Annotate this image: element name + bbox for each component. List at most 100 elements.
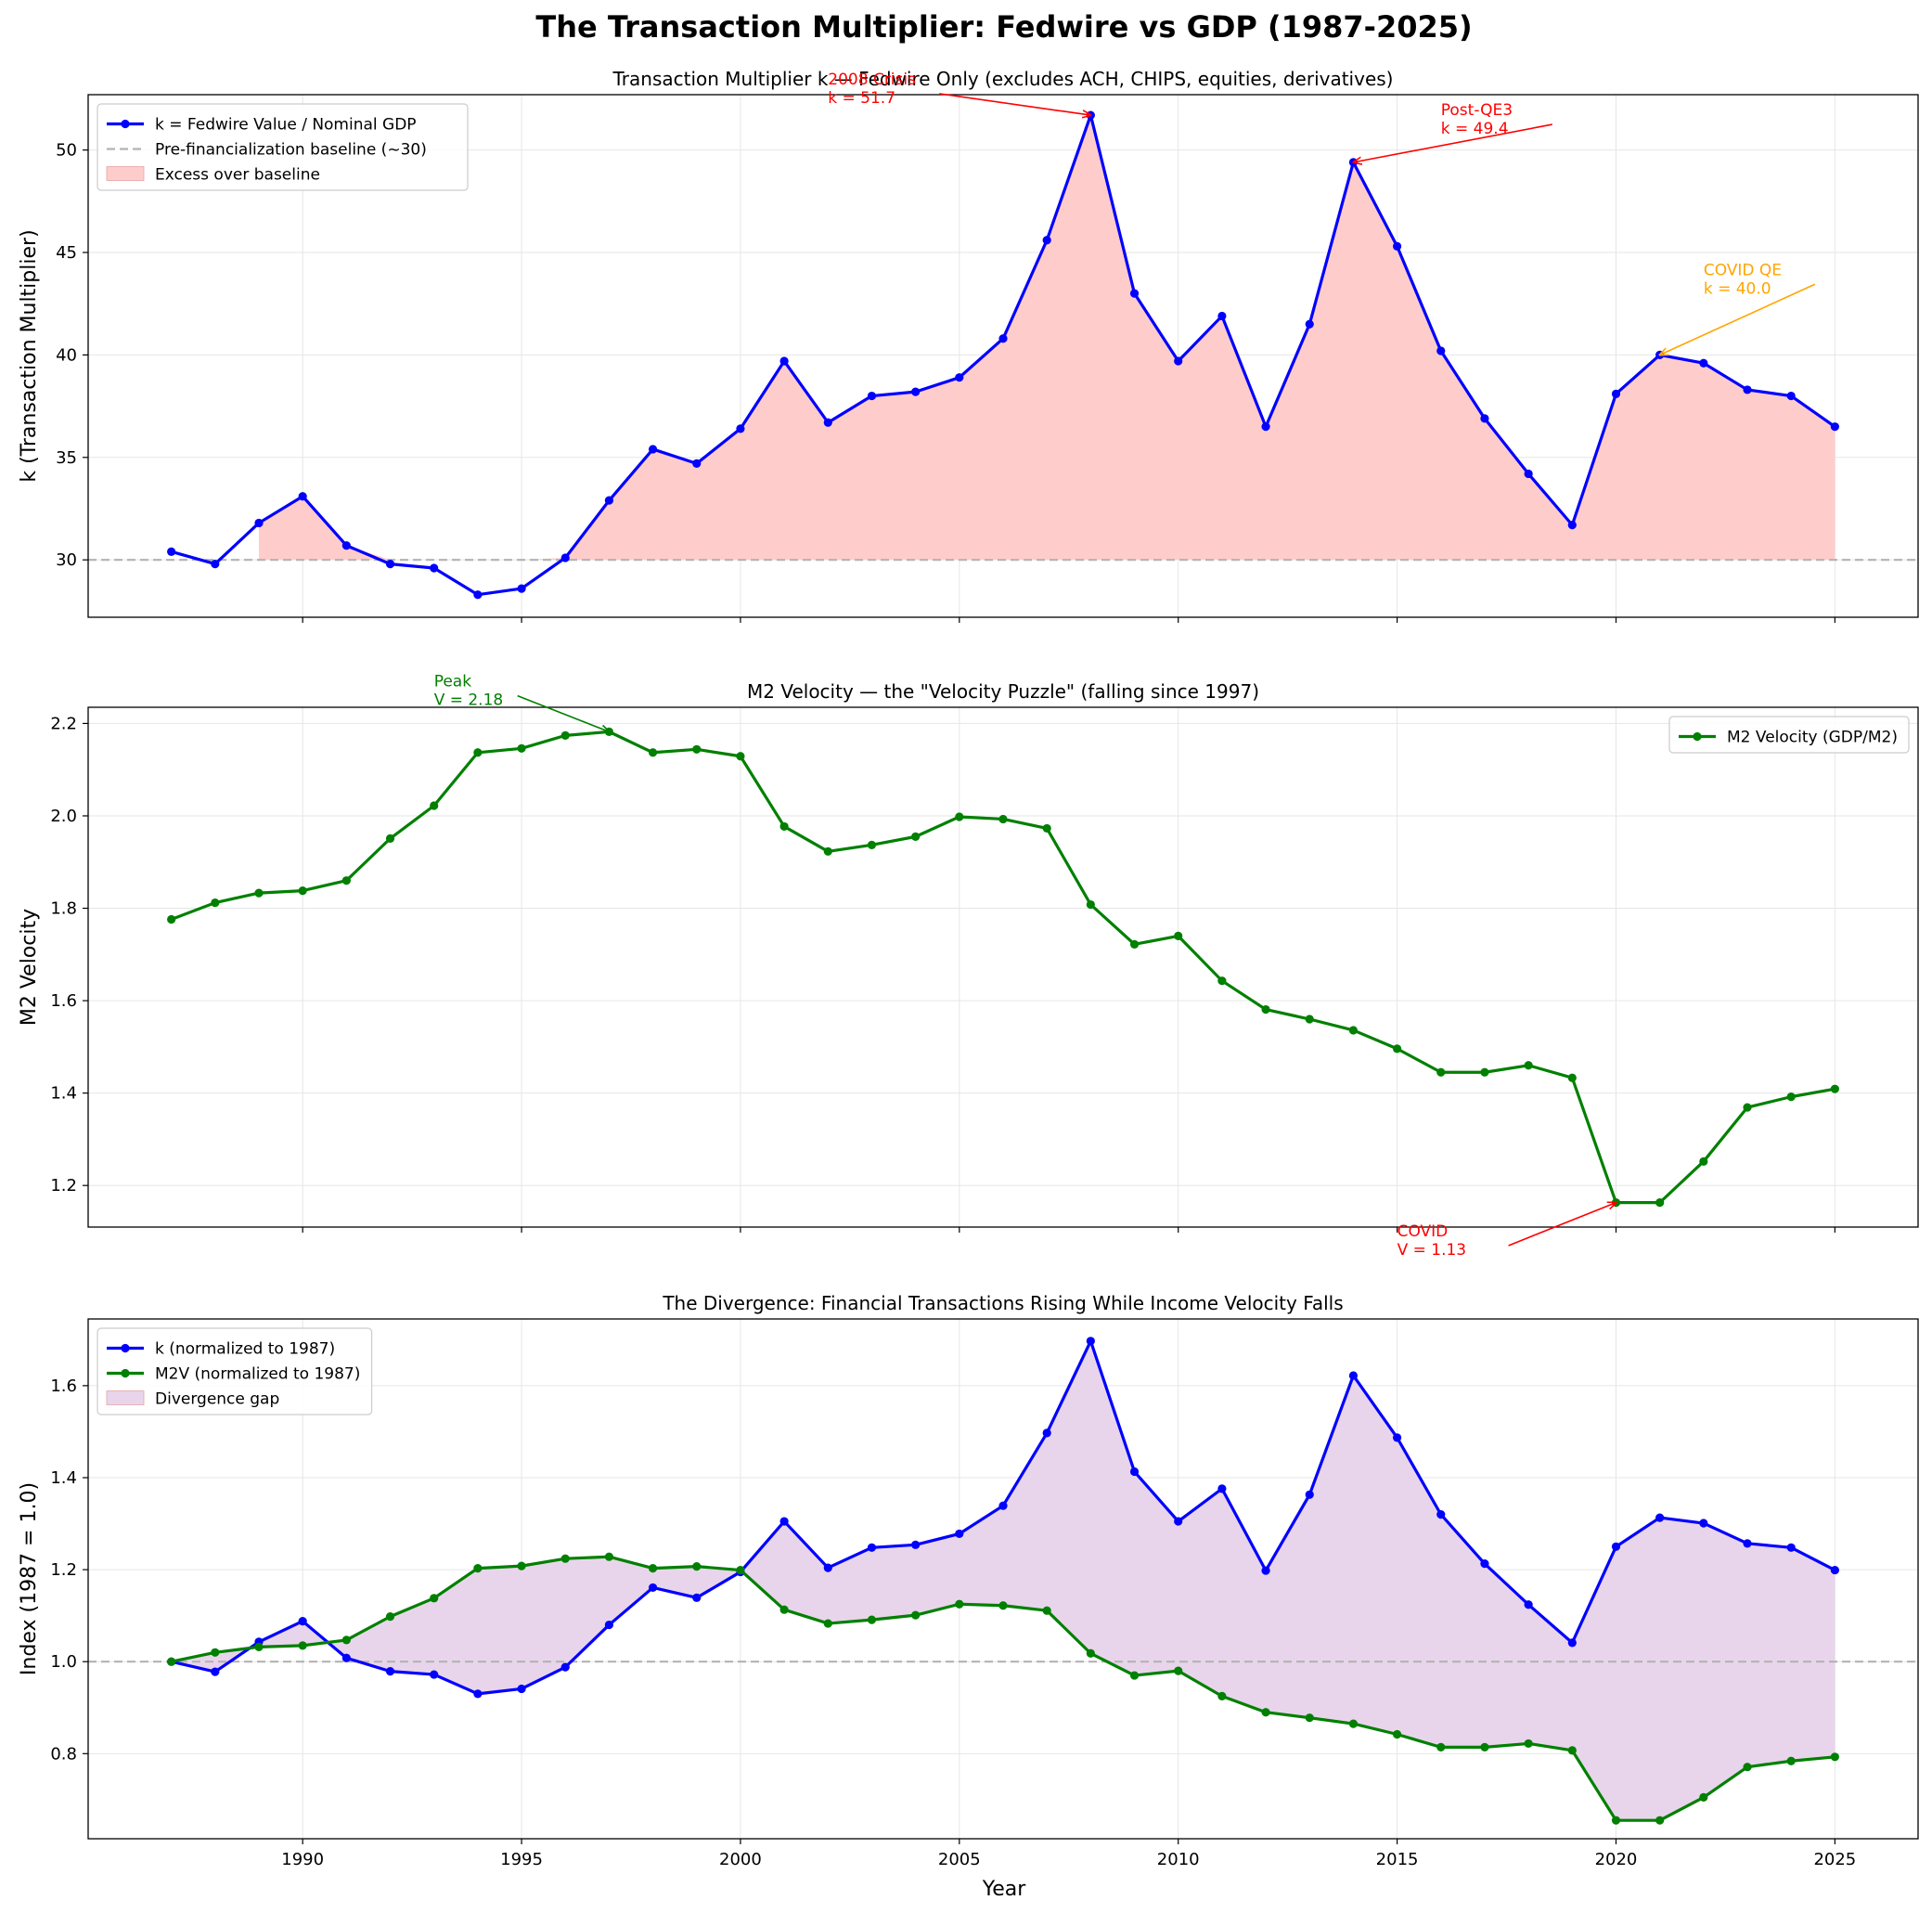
data-point — [298, 1641, 307, 1650]
data-point — [1217, 976, 1227, 986]
data-point — [823, 1563, 832, 1572]
data-point — [430, 1594, 439, 1603]
data-point — [560, 1662, 570, 1672]
data-point — [385, 1667, 395, 1676]
data-point — [1830, 422, 1839, 432]
legend-entry: k = Fedwire Value / Nominal GDP — [107, 116, 417, 135]
legend-entry: Excess over baseline — [106, 166, 320, 185]
data-point — [1436, 346, 1446, 355]
data-point — [1830, 1752, 1839, 1762]
data-point — [1611, 389, 1621, 398]
plot-frame — [87, 1318, 1919, 1840]
annotation-arrow — [1660, 283, 1816, 355]
y-tick-label: 2.2 — [50, 714, 77, 733]
data-point — [1699, 1519, 1708, 1528]
data-point — [560, 730, 570, 740]
x-tick-label: 2005 — [938, 1850, 981, 1869]
legend: k = Fedwire Value / Nominal GDP Pre-finan… — [97, 103, 469, 191]
annotation-text: V = 2.18 — [434, 692, 504, 710]
data-point — [1305, 1713, 1314, 1723]
data-point — [1305, 1490, 1314, 1499]
annotation-arrow — [1353, 123, 1552, 162]
legend-marker — [121, 1343, 130, 1353]
panel-title: Transaction Multiplier k — Fedwire Only … — [612, 68, 1394, 90]
data-point — [1567, 1073, 1577, 1082]
y-tick-label: 45 — [56, 243, 77, 263]
y-tick-label: 35 — [56, 448, 77, 468]
data-point — [1786, 1756, 1796, 1765]
legend-label: M2 Velocity (GDP/M2) — [1727, 729, 1898, 747]
legend-entry: k (normalized to 1987) — [107, 1340, 335, 1359]
legend-marker — [121, 1368, 130, 1378]
data-point — [1786, 1543, 1796, 1552]
data-point — [1567, 1746, 1577, 1755]
data-point — [1524, 469, 1533, 479]
x-tick-label: 2025 — [1813, 1850, 1856, 1869]
y-tick-label: 1.4 — [50, 1468, 77, 1488]
data-point — [911, 1610, 921, 1620]
legend-entry: M2V (normalized to 1987) — [107, 1365, 360, 1384]
data-point — [1261, 1566, 1270, 1575]
data-point — [385, 834, 395, 843]
data-point — [1042, 236, 1051, 245]
legend-entry: M2 Velocity (GDP/M2) — [1679, 729, 1898, 747]
data-point — [1567, 521, 1577, 530]
y-tick-label: 1.2 — [50, 1560, 77, 1580]
data-point — [1743, 1539, 1752, 1548]
x-tick-label: 2010 — [1157, 1850, 1200, 1869]
panel-title: The Divergence: Financial Transactions R… — [662, 1292, 1343, 1314]
data-point — [1743, 385, 1752, 394]
data-point — [167, 1657, 176, 1666]
y-tick-label: 50 — [56, 141, 77, 161]
data-point — [911, 1540, 921, 1549]
y-tick-label: 1.0 — [50, 1652, 77, 1672]
x-tick-label: 1990 — [281, 1850, 324, 1869]
data-point — [517, 743, 526, 753]
legend-label: Divergence gap — [155, 1390, 279, 1409]
annotation-text: k = 40.0 — [1704, 279, 1771, 298]
data-point — [1655, 1513, 1665, 1522]
data-point — [779, 356, 789, 366]
data-point — [1611, 1542, 1621, 1551]
data-point — [1086, 1648, 1095, 1658]
data-point — [1392, 1044, 1402, 1053]
data-point — [779, 821, 789, 832]
data-point — [341, 541, 351, 550]
data-point — [648, 748, 658, 757]
data-point — [341, 876, 351, 885]
annotation-arrow — [1508, 1203, 1616, 1247]
fill-area — [258, 115, 1835, 561]
data-point — [430, 563, 439, 573]
y-tick-label: 0.8 — [50, 1744, 77, 1764]
legend-box — [97, 1327, 373, 1415]
annotation-text: Post-QE3 — [1441, 101, 1513, 120]
fill-area — [171, 1340, 1835, 1821]
data-point — [1524, 1739, 1533, 1749]
data-point — [736, 424, 745, 433]
data-point — [998, 334, 1008, 343]
data-point — [648, 1564, 658, 1573]
data-point — [604, 727, 614, 736]
legend-label: k (normalized to 1987) — [155, 1340, 335, 1359]
data-point — [385, 1612, 395, 1622]
data-point — [298, 1616, 307, 1626]
data-point — [560, 1554, 570, 1563]
data-point — [1480, 414, 1489, 423]
annotation-text: 2008 Crisis — [828, 71, 916, 89]
data-point — [1261, 422, 1270, 432]
data-point — [1305, 319, 1314, 329]
series-1 — [167, 1337, 1839, 1699]
data-point — [167, 547, 176, 556]
data-point — [473, 590, 483, 600]
data-point — [1174, 1666, 1183, 1675]
y-tick-label: 30 — [56, 550, 77, 570]
data-point — [254, 1642, 264, 1651]
series-2 — [167, 1552, 1839, 1825]
data-point — [1348, 1719, 1359, 1728]
data-point — [1261, 1004, 1270, 1015]
data-point — [1174, 1517, 1183, 1526]
data-point — [1392, 1433, 1402, 1442]
data-point — [867, 1543, 877, 1552]
